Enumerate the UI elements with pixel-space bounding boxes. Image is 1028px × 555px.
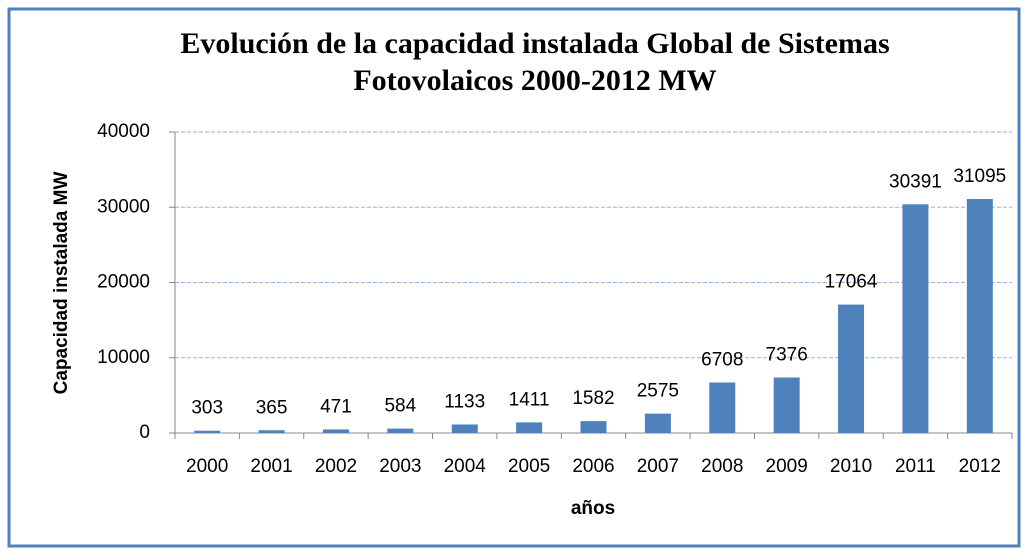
x-tick-label: 2010 <box>830 456 872 477</box>
bar <box>902 204 929 433</box>
x-tick-label: 2004 <box>444 456 487 477</box>
bar <box>516 422 543 433</box>
chart-title: Evolución de la capacidad instalada Glob… <box>180 27 889 60</box>
bar <box>773 377 800 433</box>
chart-frame <box>7 7 1021 548</box>
y-tick-label: 40000 <box>97 121 150 142</box>
x-tick-label: 2001 <box>250 456 292 477</box>
bar <box>644 413 671 433</box>
bar <box>387 428 414 433</box>
data-label: 2575 <box>637 381 679 402</box>
y-tick-label: 20000 <box>97 272 150 293</box>
x-tick-label: 2000 <box>186 456 228 477</box>
data-label: 1411 <box>509 389 550 410</box>
bar <box>322 429 349 433</box>
data-label: 1133 <box>444 391 485 412</box>
x-tick-label: 2005 <box>508 456 550 477</box>
bar <box>258 430 285 433</box>
chart-subtitle: Fotovolaicos 2000-2012 MW <box>353 64 716 97</box>
bar <box>709 382 736 433</box>
data-label: 365 <box>256 397 288 418</box>
bar <box>451 424 478 433</box>
y-axis-label: Capacidad instalada MW <box>51 172 72 395</box>
x-axis-label: años <box>571 498 615 519</box>
data-label: 471 <box>320 396 352 417</box>
x-tick-label: 2002 <box>315 456 357 477</box>
data-label: 17064 <box>825 272 878 293</box>
data-label: 6708 <box>701 350 743 371</box>
data-label: 7376 <box>766 345 808 366</box>
bar <box>966 199 993 433</box>
x-tick-label: 2006 <box>572 456 614 477</box>
data-label: 303 <box>191 398 223 419</box>
data-label: 30391 <box>889 171 942 192</box>
x-tick-label: 2009 <box>766 456 808 477</box>
bar <box>580 421 607 433</box>
x-tick-label: 2003 <box>379 456 421 477</box>
bar <box>194 430 221 433</box>
bar <box>838 304 865 433</box>
x-tick-label: 2007 <box>637 456 679 477</box>
data-label: 31095 <box>953 166 1006 187</box>
y-tick-label: 0 <box>139 422 150 443</box>
x-tick-label: 2012 <box>959 456 1001 477</box>
y-tick-label: 30000 <box>97 196 150 217</box>
data-label: 584 <box>384 396 416 417</box>
y-tick-label: 10000 <box>97 347 150 368</box>
data-label: 1582 <box>572 388 614 409</box>
x-tick-label: 2011 <box>895 456 936 477</box>
x-tick-label: 2008 <box>701 456 743 477</box>
